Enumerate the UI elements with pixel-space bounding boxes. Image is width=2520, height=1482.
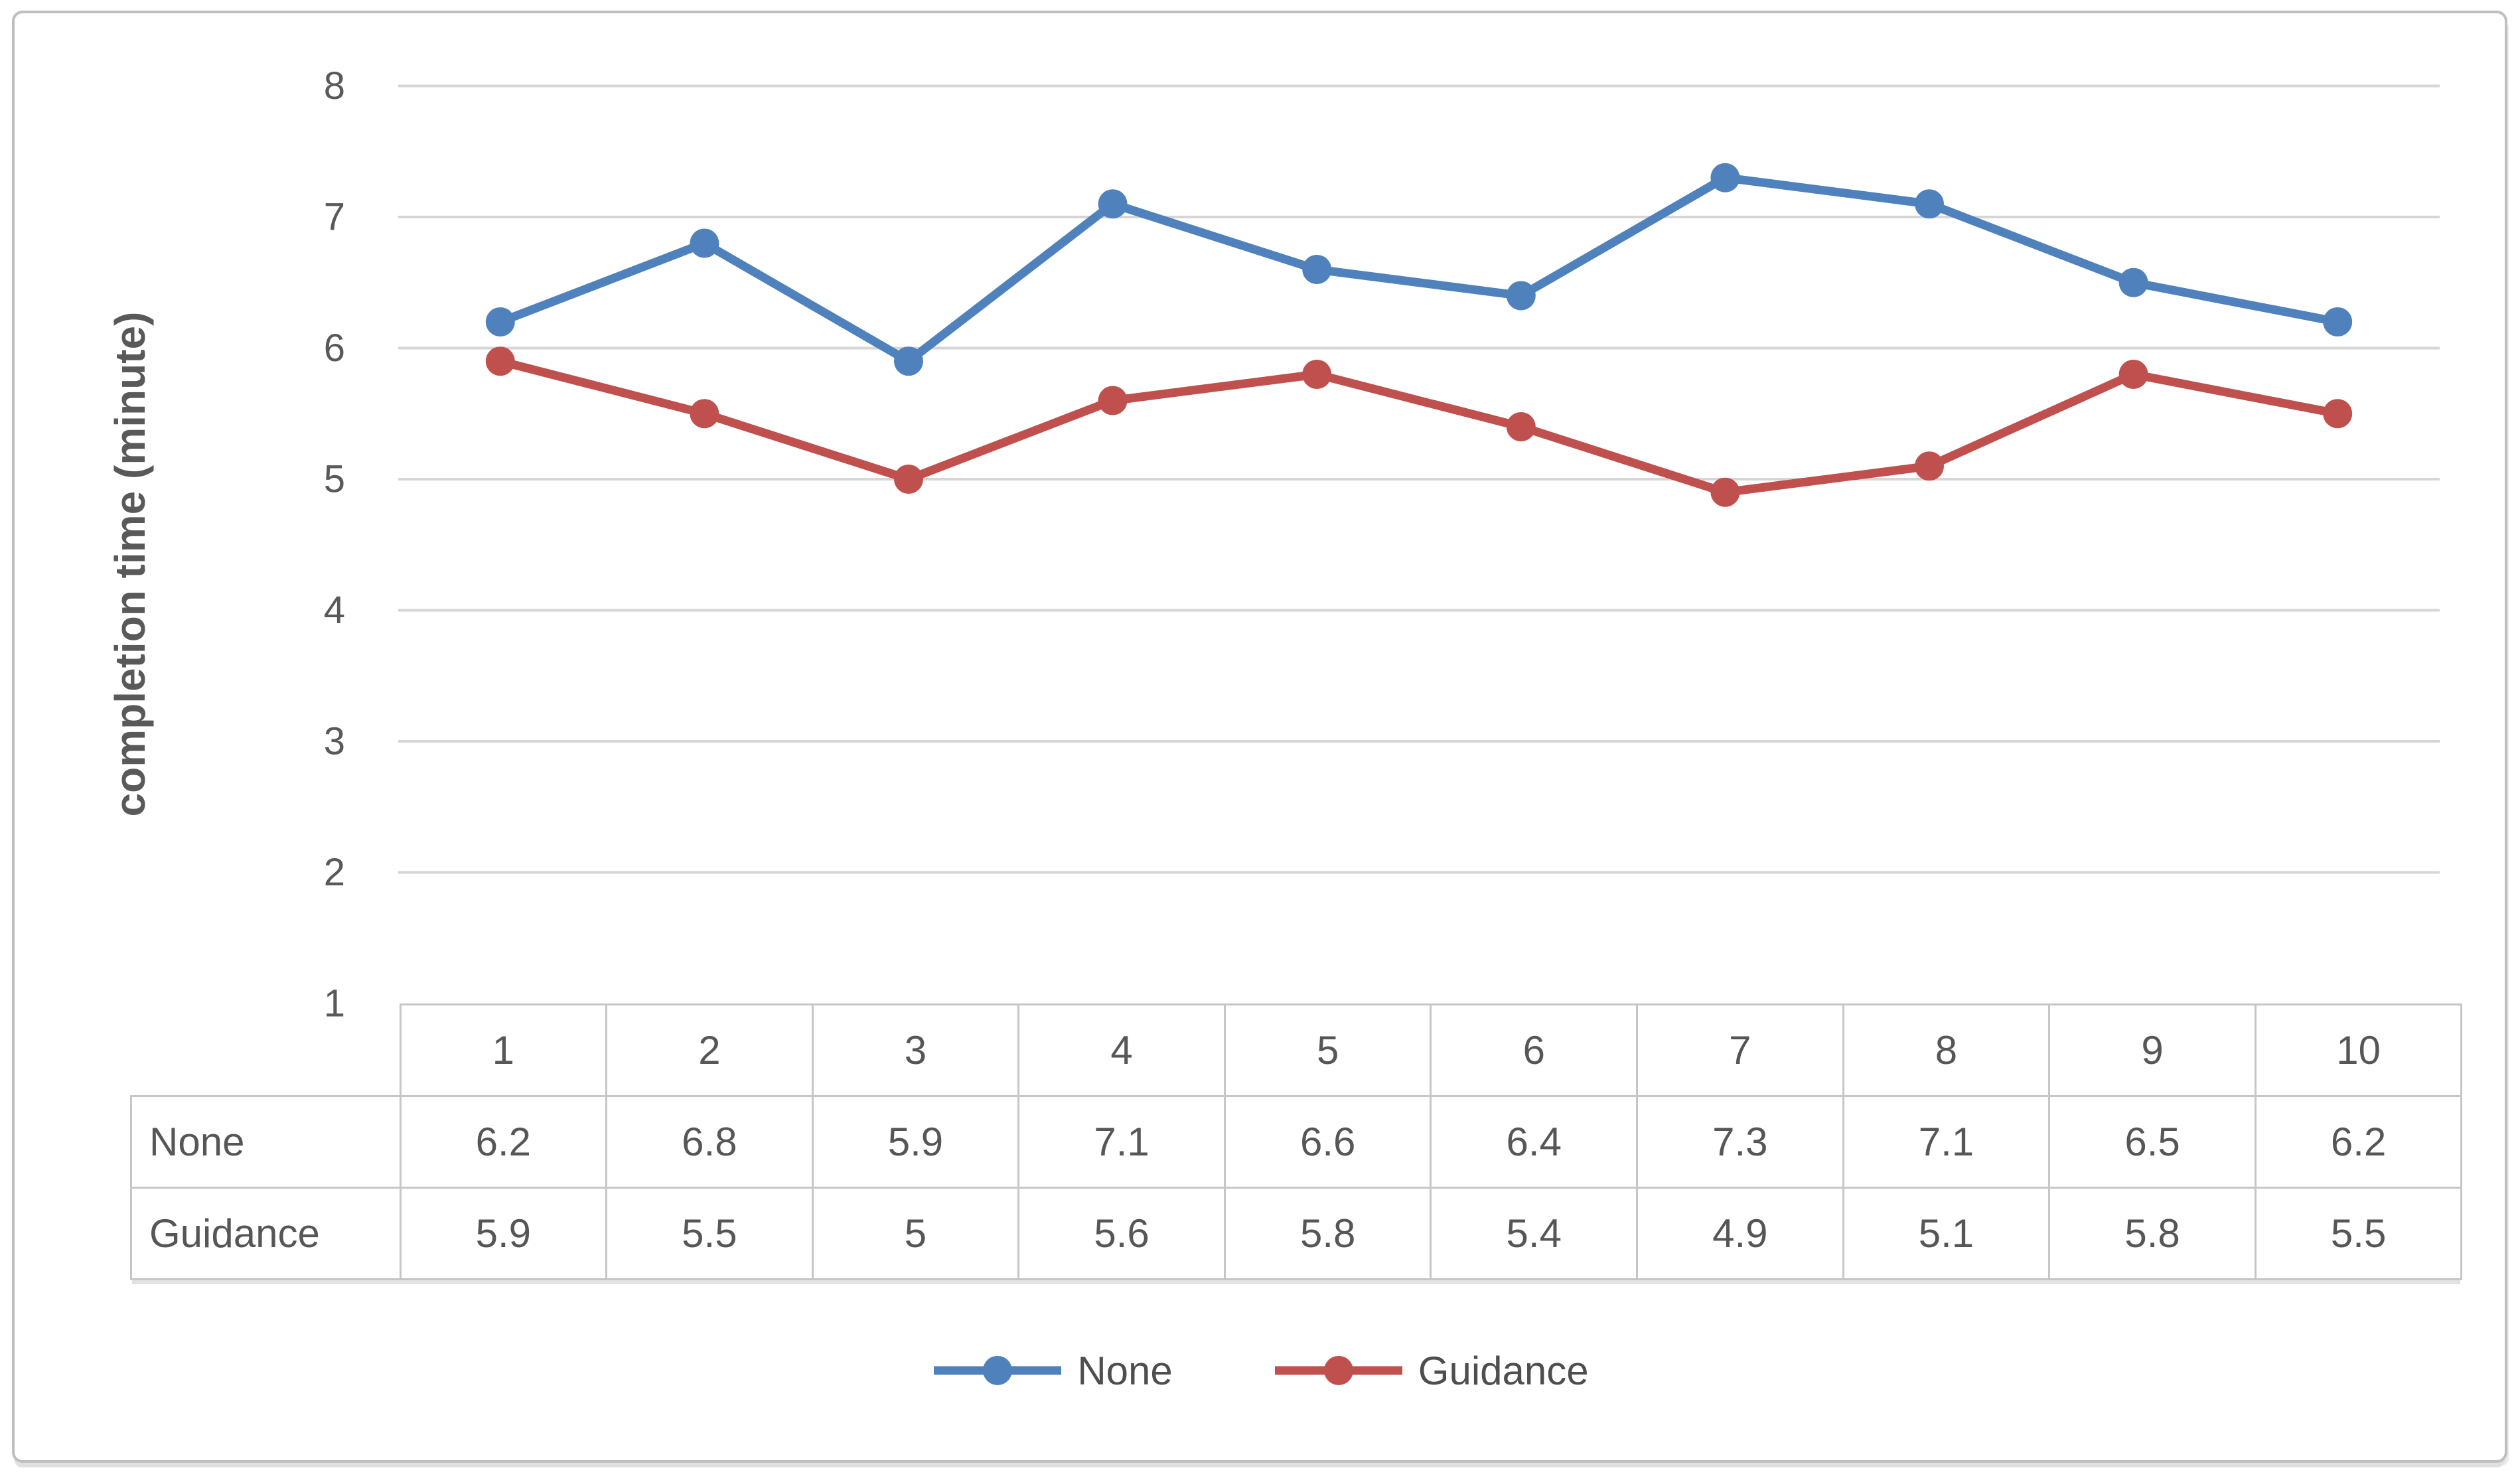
marker-none-5 [1302,255,1332,284]
marker-none-8 [1915,189,1944,219]
marker-none-2 [690,228,719,258]
table-header-cell-9: 9 [2048,1003,2257,1097]
table-cell-none-2: 6.8 [605,1095,814,1189]
table-cell-guidance-7: 4.9 [1636,1187,1844,1280]
table-cell-none-3: 5.9 [811,1095,1020,1189]
chart-legend: None Guidance [0,1321,2520,1420]
legend-marker-icon-none [934,1356,1062,1385]
marker-none-7 [1710,163,1740,192]
table-header-cell-1: 1 [399,1003,608,1097]
data-table: 1 2 3 4 5 6 7 8 9 10 None 6.2 6.8 5.9 7.1 6.6 6.4 7.3 7.1 6… [130,1003,2463,1280]
table-header-cell-3: 3 [811,1003,1020,1097]
legend-label-none: None [1077,1348,1173,1393]
table-cell-none-4: 7.1 [1017,1095,1226,1189]
table-cell-none-10: 6.2 [2254,1095,2463,1189]
marker-none-3 [894,346,923,376]
table-row-guidance: Guidance 5.9 5.5 5 5.6 5.8 5.4 4.9 5.1 5.8 5.5 [130,1187,2463,1280]
marker-none-10 [2323,307,2353,336]
table-cell-guidance-4: 5.6 [1017,1187,1226,1280]
table-header-row: 1 2 3 4 5 6 7 8 9 10 [131,1003,2463,1097]
table-cell-none-9: 6.5 [2048,1095,2257,1189]
marker-guidance-7 [1710,477,1740,507]
y-tick-label-7: 7 [324,196,345,239]
marker-guidance-6 [1506,412,1536,441]
table-cell-guidance-2: 5.5 [605,1187,814,1280]
table-cell-guidance-6: 5.4 [1430,1187,1639,1280]
table-header-cell-7: 7 [1636,1003,1844,1097]
y-tick-label-6: 6 [324,327,345,370]
series-line-guidance [496,356,2342,497]
table-header-cell-6: 6 [1430,1003,1639,1097]
y-tick-label-2: 2 [324,851,345,894]
table-row-label-none: None [130,1095,402,1189]
marker-guidance-1 [485,346,515,376]
legend-dot-none [983,1356,1013,1385]
table-cell-none-6: 6.4 [1430,1095,1639,1189]
y-tick-label-5: 5 [324,458,345,501]
marker-guidance-3 [894,465,923,494]
marker-none-4 [1098,189,1128,219]
legend-dot-guidance [1323,1356,1353,1385]
table-cell-none-8: 7.1 [1842,1095,2051,1189]
table-cell-guidance-9: 5.8 [2048,1187,2257,1280]
y-tick-label-4: 4 [324,589,345,632]
marker-guidance-9 [2118,360,2148,389]
series-line-none [496,173,2342,366]
table-cell-none-5: 6.6 [1223,1095,1432,1189]
marker-none-6 [1506,281,1536,311]
data-table-body: 1 2 3 4 5 6 7 8 9 10 None 6.2 6.8 5.9 7.1 6.6 6.4 7.3 7.1 6… [130,1003,2463,1280]
table-header-cell-4: 4 [1017,1003,1226,1097]
marker-guidance-2 [690,399,719,429]
table-corner-cell [131,1005,401,1096]
marker-guidance-8 [1915,451,1944,481]
table-header-cell-2: 2 [605,1003,814,1097]
legend-item-none: None [931,1348,1173,1394]
marker-none-1 [485,307,515,336]
table-cell-guidance-8: 5.1 [1842,1187,2051,1280]
table-cell-guidance-3: 5 [811,1187,1020,1280]
y-tick-label-1: 1 [324,982,345,1025]
table-cell-guidance-10: 5.5 [2254,1187,2463,1280]
y-tick-label-3: 3 [324,720,345,763]
marker-guidance-5 [1302,360,1332,389]
legend-item-guidance: Guidance [1272,1348,1589,1394]
table-cell-guidance-1: 5.9 [399,1187,608,1280]
table-header-cell-5: 5 [1223,1003,1432,1097]
table-header-cell-10: 10 [2254,1003,2463,1097]
table-cell-none-7: 7.3 [1636,1095,1844,1189]
legend-label-guidance: Guidance [1418,1348,1589,1393]
table-cell-guidance-5: 5.8 [1223,1187,1432,1280]
legend-marker-icon-guidance [1274,1356,1402,1385]
marker-guidance-10 [2323,399,2353,429]
table-cell-none-1: 6.2 [399,1095,608,1189]
marker-none-9 [2118,267,2148,297]
table-header-cell-8: 8 [1842,1003,2051,1097]
table-row-none: None 6.2 6.8 5.9 7.1 6.6 6.4 7.3 7.1 6.5 6.2 [130,1095,2463,1189]
y-axis-title: completion time (minute) [106,312,154,817]
marker-guidance-4 [1098,386,1128,415]
table-row-label-guidance: Guidance [130,1187,402,1280]
y-tick-label-8: 8 [324,64,345,108]
